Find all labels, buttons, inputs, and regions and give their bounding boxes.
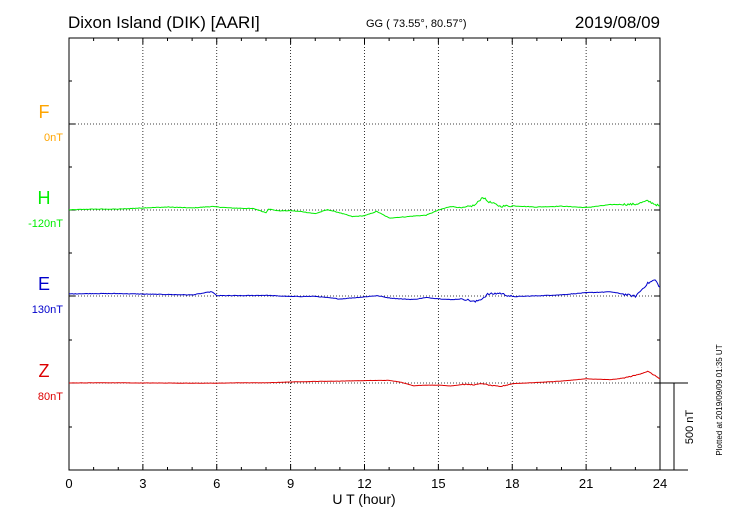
x-tick-label: 24 <box>653 476 667 491</box>
trace-H <box>68 197 661 219</box>
series-traces <box>68 197 661 387</box>
series-labels: F 0nT H -120nT E 130nT Z 80nT <box>28 102 63 403</box>
station-title: Dixon Island (DIK) [AARI] <box>68 13 260 32</box>
series-baseline-label: 80nT <box>38 391 63 403</box>
x-tick-label: 9 <box>287 476 294 491</box>
x-tick-label: 21 <box>579 476 593 491</box>
x-tick-labels: 0 3 6 9 12 15 18 21 24 <box>65 476 667 491</box>
series-name-label: Z <box>39 361 50 381</box>
series-name-label: E <box>38 274 50 294</box>
trace-E <box>68 279 661 303</box>
x-tick-label: 18 <box>505 476 519 491</box>
x-tick-label: 12 <box>357 476 371 491</box>
series-baseline-label: 130nT <box>32 304 63 316</box>
coordinates-label: GG ( 73.55°, 80.57°) <box>366 18 467 30</box>
x-tick-label: 0 <box>65 476 72 491</box>
series-name-label: F <box>39 102 50 122</box>
x-axis-label: U T (hour) <box>332 491 395 507</box>
grid-lines <box>69 38 660 470</box>
series-baseline-label: 0nT <box>44 132 63 144</box>
series-baseline-label: -120nT <box>28 218 63 230</box>
series-name-label: H <box>38 188 51 208</box>
scale-bar-label: 500 nT <box>684 410 696 445</box>
plotted-note: Plotted at 2019/09/09 01:35 UT <box>715 344 724 455</box>
date-label: 2019/08/09 <box>575 13 660 32</box>
x-tick-label: 3 <box>139 476 146 491</box>
x-tick-label: 6 <box>213 476 220 491</box>
x-tick-label: 15 <box>431 476 445 491</box>
trace-Z <box>69 370 661 387</box>
axis-ticks <box>68 38 661 470</box>
